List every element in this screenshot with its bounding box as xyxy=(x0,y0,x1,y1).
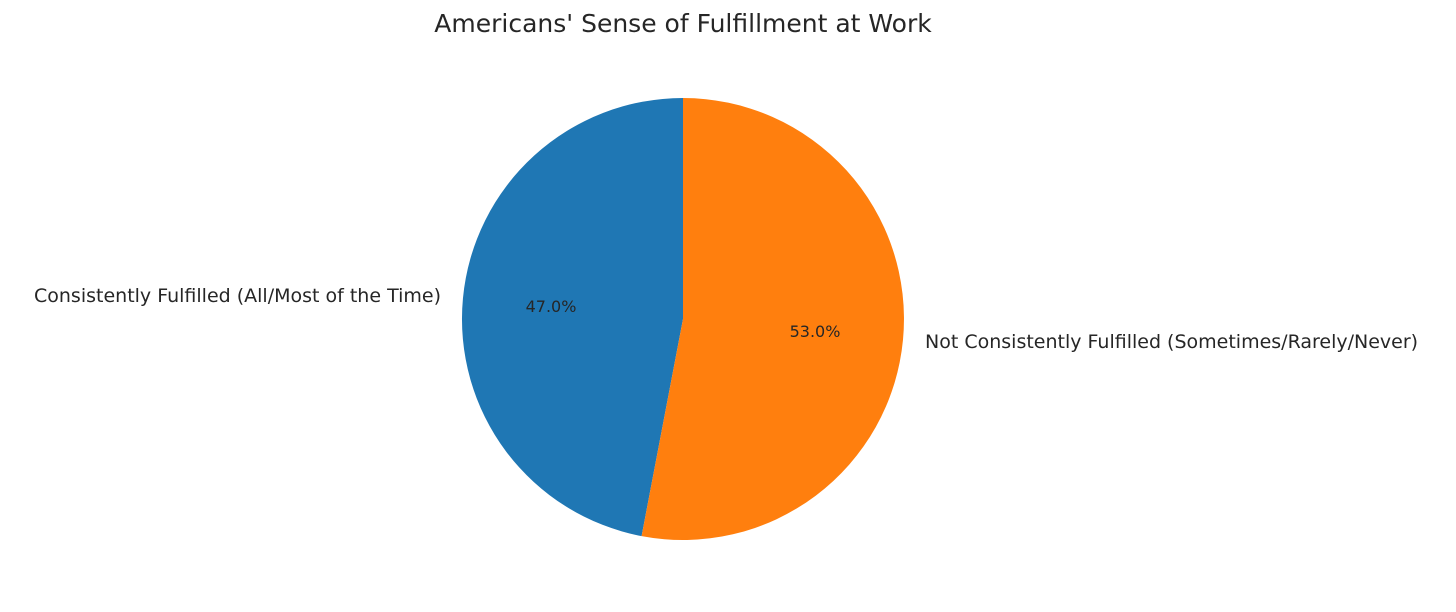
chart-title: Americans' Sense of Fulfillment at Work xyxy=(434,9,932,38)
pie-slices xyxy=(461,98,904,540)
slice-label-1: Not Consistently Fulfilled (Sometimes/Ra… xyxy=(925,331,1418,353)
pie-slice-1 xyxy=(641,98,904,540)
slice-pct-label-1: 53.0% xyxy=(790,322,841,341)
slice-label-0: Consistently Fulfilled (All/Most of the … xyxy=(34,285,441,307)
slice-pct-label-0: 47.0% xyxy=(526,297,577,316)
pie-labels: Consistently Fulfilled (All/Most of the … xyxy=(34,285,1418,353)
pie-slice-0 xyxy=(461,98,683,537)
